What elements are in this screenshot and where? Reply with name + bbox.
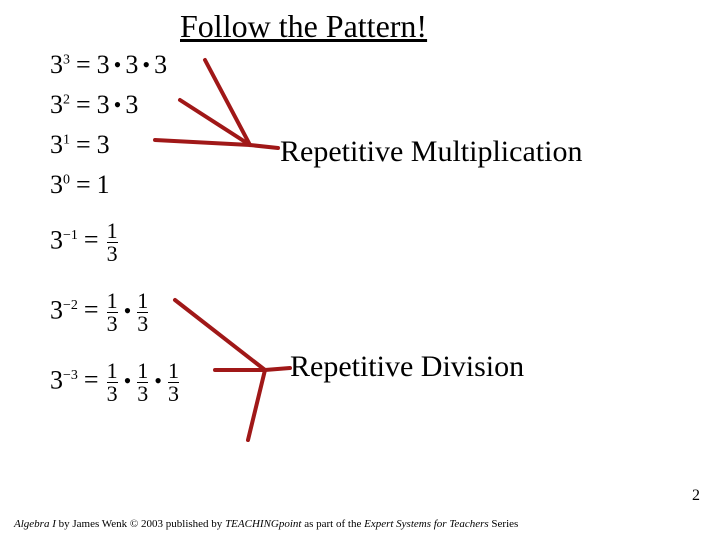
footer-part: Algebra I	[14, 518, 56, 530]
connector-lines	[0, 0, 720, 540]
footer-citation: Algebra I by James Wenk © 2003 published…	[14, 518, 518, 530]
footer-part: Expert Systems for Teachers	[364, 518, 489, 530]
page-title: Follow the Pattern!	[180, 8, 427, 45]
equation-3-cubed: 33=3•3•3	[50, 50, 167, 80]
footer-part: Series	[489, 518, 519, 530]
footer-part: by James Wenk © 2003 published by	[56, 518, 225, 530]
footer-part: TEACHINGpoint	[225, 518, 301, 530]
equation-3-squared: 32=3•3	[50, 90, 138, 120]
label-repetitive-division: Repetitive Division	[290, 350, 524, 384]
equation-3-first: 31=3	[50, 130, 110, 160]
equation-3-neg3: 3−3=13•13•13	[50, 360, 181, 405]
equation-3-zero: 30=1	[50, 170, 110, 200]
equation-3-neg1: 3−1=13	[50, 220, 120, 265]
page-number: 2	[692, 487, 700, 505]
label-repetitive-multiplication: Repetitive Multiplication	[280, 135, 582, 169]
footer-part: as part of the	[301, 518, 364, 530]
equation-3-neg2: 3−2=13•13	[50, 290, 150, 335]
